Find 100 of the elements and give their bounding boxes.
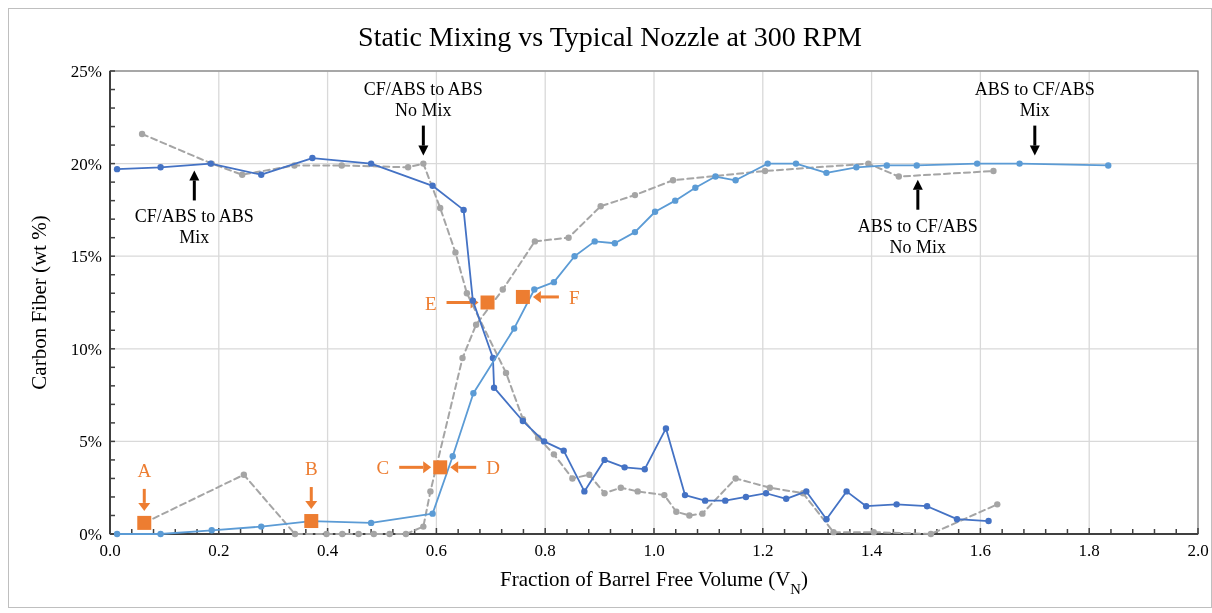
point <box>571 253 578 260</box>
point <box>510 325 518 332</box>
point <box>531 286 538 293</box>
point <box>732 177 739 184</box>
point <box>490 384 498 391</box>
x-tick-label: 1.4 <box>860 541 883 560</box>
y-tick-label: 20% <box>70 154 102 174</box>
point <box>113 165 121 173</box>
point <box>692 184 699 191</box>
x-tick-label: 1.2 <box>752 541 774 560</box>
x-tick-label: 1.6 <box>969 541 992 560</box>
point <box>893 501 900 508</box>
point <box>712 173 719 180</box>
point <box>1016 160 1023 167</box>
point <box>591 238 598 245</box>
point <box>662 425 670 432</box>
x-tick-label: 0.0 <box>99 541 121 560</box>
annotation: C <box>376 457 390 479</box>
point <box>560 447 567 454</box>
point <box>427 488 434 495</box>
point <box>895 173 902 180</box>
annotation: F <box>568 286 580 308</box>
point <box>429 510 436 517</box>
point <box>766 484 774 491</box>
point <box>601 456 608 464</box>
point <box>661 491 668 499</box>
point <box>651 208 659 215</box>
point <box>460 206 467 214</box>
x-tick-label: 0.6 <box>425 541 448 560</box>
point <box>420 160 427 167</box>
y-tick-label: 5% <box>79 432 102 452</box>
point <box>913 162 920 169</box>
point <box>681 491 689 499</box>
point <box>502 369 510 377</box>
x-axis-title: Fraction of Barrel Free Volume (V$_{N}$) <box>500 567 808 597</box>
annotation: ABS to CF/ABS Mix <box>974 78 1095 120</box>
point <box>634 488 641 495</box>
point <box>480 295 495 310</box>
point <box>621 464 628 471</box>
point <box>437 204 444 212</box>
point <box>304 514 319 529</box>
point <box>761 167 769 175</box>
point <box>823 169 830 177</box>
annotation: CF/ABS to ABS Mix <box>134 206 254 248</box>
point <box>138 130 146 138</box>
point <box>404 164 412 171</box>
point <box>463 290 471 297</box>
point <box>420 523 427 530</box>
annotation: E <box>424 292 437 314</box>
point <box>291 530 299 538</box>
point <box>862 503 870 510</box>
annotation: D <box>486 457 500 479</box>
point <box>673 508 680 515</box>
point <box>470 390 477 397</box>
point <box>569 475 576 482</box>
x-tick-label: 0.4 <box>316 541 339 560</box>
point <box>550 278 558 286</box>
annotation: A <box>137 459 152 481</box>
y-tick-label: 10% <box>70 339 102 359</box>
point <box>792 160 800 167</box>
point <box>238 171 246 178</box>
annotation: B <box>304 458 318 480</box>
point <box>830 528 837 536</box>
point <box>611 240 619 247</box>
y-tick-label: 0% <box>79 525 102 544</box>
point <box>565 234 572 241</box>
point <box>601 490 608 497</box>
point <box>686 512 693 519</box>
point <box>669 177 677 184</box>
point <box>157 164 164 171</box>
point <box>531 238 539 245</box>
point <box>927 530 935 538</box>
x-tick-label: 1.0 <box>643 541 665 560</box>
point <box>742 493 750 501</box>
point <box>540 438 548 445</box>
point <box>722 497 729 504</box>
point <box>597 203 604 210</box>
point <box>429 182 436 190</box>
y-tick-label: 25% <box>70 62 102 81</box>
point <box>550 451 558 458</box>
point <box>402 530 410 538</box>
point <box>472 321 480 328</box>
point <box>449 453 456 460</box>
point <box>953 515 961 523</box>
point <box>823 515 830 523</box>
point <box>355 530 362 538</box>
point <box>843 488 850 495</box>
point <box>208 527 215 534</box>
point <box>764 160 771 167</box>
point <box>499 286 506 293</box>
x-tick-label: 0.2 <box>208 541 230 560</box>
point <box>370 530 378 538</box>
point <box>853 164 860 171</box>
point <box>581 488 588 495</box>
point <box>367 160 375 167</box>
x-tick-label: 2.0 <box>1187 541 1209 560</box>
point <box>137 515 152 530</box>
annotation: CF/ABS to ABS No Mix <box>363 78 483 120</box>
y-axis-title: Carbon Fiber (wt %) <box>27 215 51 390</box>
point <box>973 160 981 167</box>
